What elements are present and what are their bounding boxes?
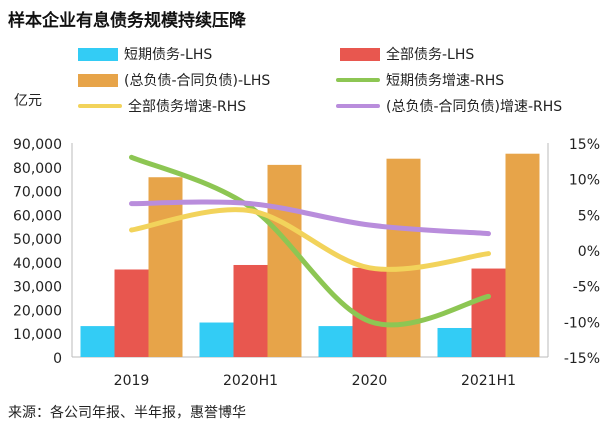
legend-line-adj-growth xyxy=(336,104,380,108)
right-tick-label: 15% xyxy=(569,137,600,153)
bar-total-debt xyxy=(471,268,506,357)
source-note: 来源：各公司年报、半年报，惠誉博华 xyxy=(8,405,246,421)
bar-total-debt xyxy=(114,269,149,357)
left-tick-label: 70,000 xyxy=(13,185,62,201)
x-tick-label: 2020H1 xyxy=(223,373,278,389)
legend-label: 短期债务增速-RHS xyxy=(386,73,505,89)
legend-swatch-adj-debt xyxy=(78,73,118,87)
bar-adj-debt xyxy=(267,164,302,357)
bar-adj-debt xyxy=(505,153,540,357)
bar-short-debt xyxy=(80,326,115,357)
legend-line-total-growth xyxy=(78,104,122,108)
bar-short-debt xyxy=(199,322,234,357)
bar-short-debt xyxy=(437,327,472,357)
right-tick-label: 5% xyxy=(578,208,600,224)
chart-title: 样本企业有息债务规模持续压降 xyxy=(8,11,246,31)
right-tick-label: 10% xyxy=(569,173,600,189)
x-tick-label: 2019 xyxy=(114,373,150,389)
legend-item-short-growth: 短期债务增速-RHS xyxy=(336,70,504,90)
x-tick-label: 2021H1 xyxy=(461,373,516,389)
line-adj-growth xyxy=(129,199,491,237)
right-tick-label: -15% xyxy=(564,351,600,367)
legend-label: 全部债务增速-RHS xyxy=(128,99,247,115)
legend-item-total-growth: 全部债务增速-RHS xyxy=(78,96,246,116)
legend-label: 短期债务-LHS xyxy=(124,47,213,63)
legend-swatch-total-debt xyxy=(340,47,380,61)
legend-item-total-debt: 全部债务-LHS xyxy=(340,44,474,64)
legend-swatch-short-debt xyxy=(78,47,118,61)
left-tick-label: 60,000 xyxy=(13,208,62,224)
legend-item-adj-growth: (总负债-合同负债)增速-RHS xyxy=(336,96,562,116)
bar-total-debt xyxy=(233,264,268,357)
left-tick-label: 0 xyxy=(53,351,62,367)
legend-label: (总负债-合同负债)-LHS xyxy=(124,73,271,89)
legend-line-short-growth xyxy=(336,78,380,82)
bar-short-debt xyxy=(318,326,353,357)
legend-item-short-debt: 短期债务-LHS xyxy=(78,44,212,64)
x-tick-label: 2020 xyxy=(352,373,388,389)
legend-label: (总负债-合同负债)增速-RHS xyxy=(386,99,563,115)
left-tick-label: 50,000 xyxy=(13,232,62,248)
left-tick-label: 20,000 xyxy=(13,303,62,319)
right-tick-label: -10% xyxy=(564,315,600,331)
line-total-growth xyxy=(129,207,491,272)
legend-item-adj-debt: (总负债-合同负债)-LHS xyxy=(78,70,270,90)
left-tick-label: 40,000 xyxy=(13,256,62,272)
right-tick-label: -5% xyxy=(573,280,600,296)
legend: 短期债务-LHS 全部债务-LHS (总负债-合同负债)-LHS 短期债务增速-… xyxy=(0,0,612,120)
left-tick-label: 90,000 xyxy=(13,137,62,153)
line-short-growth xyxy=(129,154,491,328)
left-tick-label: 30,000 xyxy=(13,280,62,296)
left-tick-label: 10,000 xyxy=(13,327,62,343)
left-axis-unit: 亿元 xyxy=(14,93,42,109)
left-tick-label: 80,000 xyxy=(13,161,62,177)
bar-total-debt xyxy=(352,267,387,357)
legend-label: 全部债务-LHS xyxy=(386,47,475,63)
bar-adj-debt xyxy=(148,177,183,357)
right-tick-label: 0% xyxy=(578,244,600,260)
